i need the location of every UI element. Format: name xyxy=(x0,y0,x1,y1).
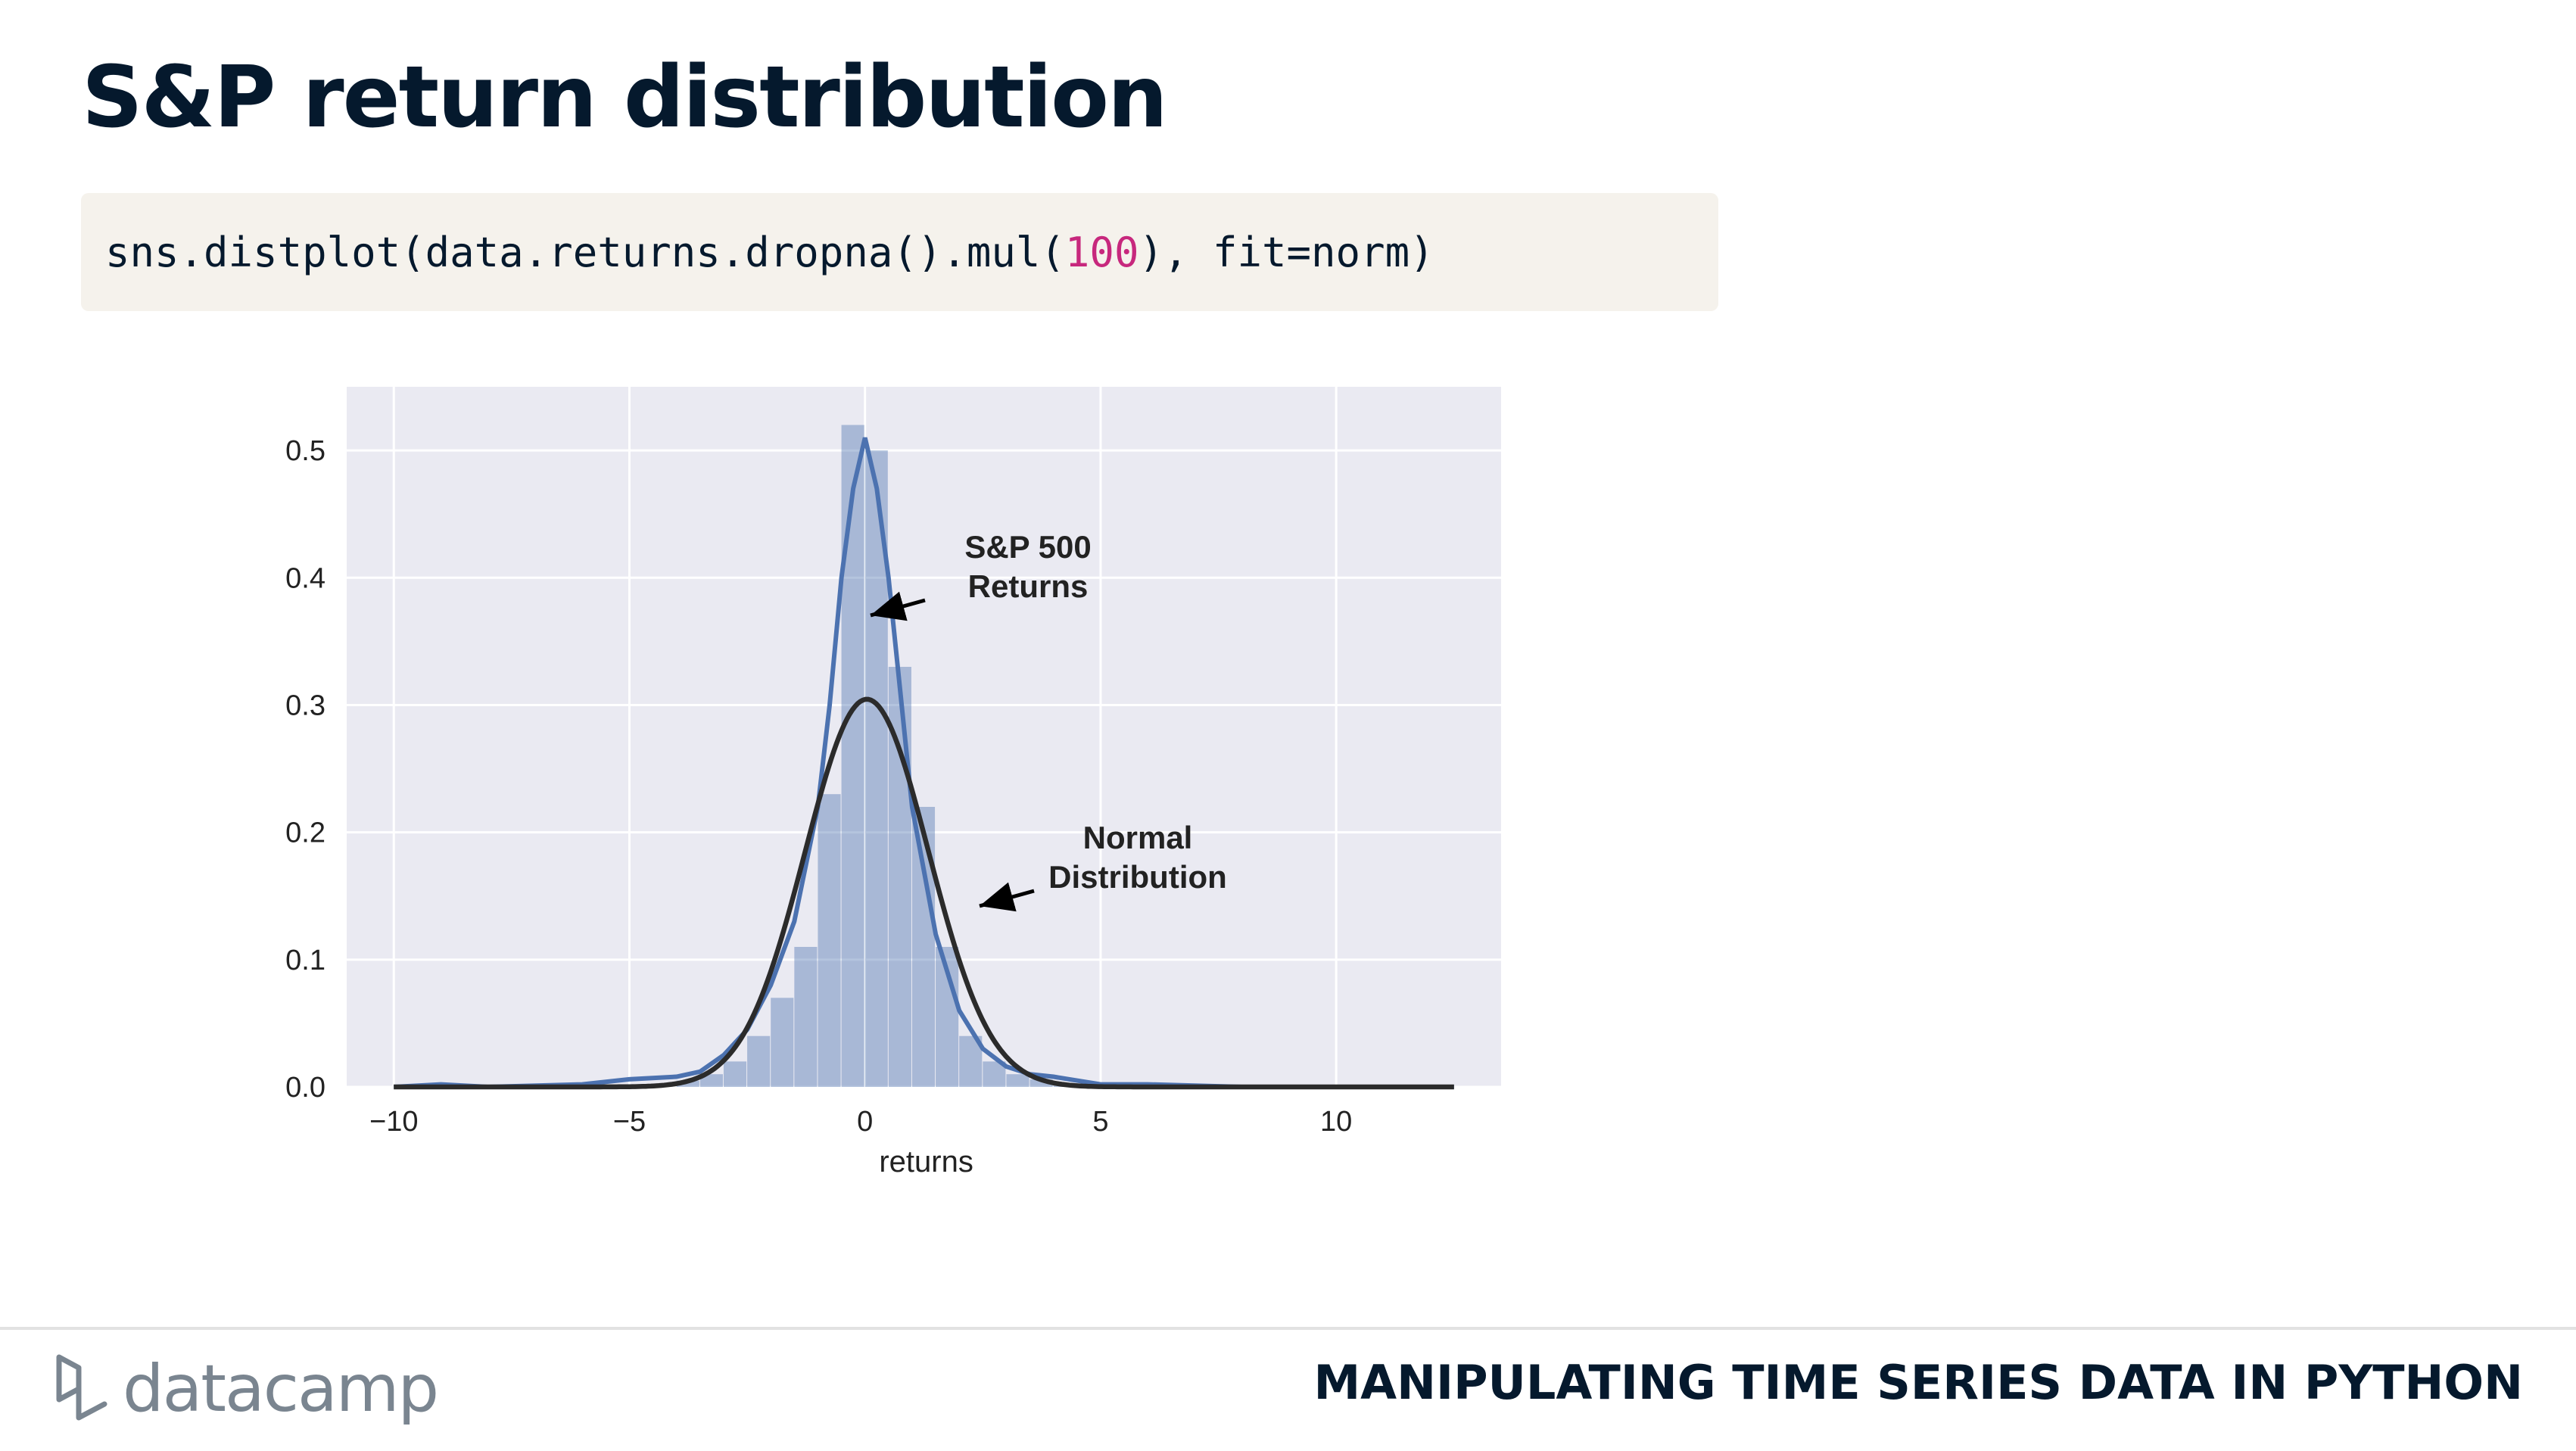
histogram-bar xyxy=(699,1074,723,1087)
axis-ticks: −10 −5 0 5 10 0.0 0.1 0.2 0.3 0.4 0.5 xyxy=(285,435,1352,1138)
histogram-bar xyxy=(771,998,794,1087)
histogram-bar xyxy=(1053,1082,1076,1087)
histogram-bar xyxy=(911,807,936,1087)
y-tick-label: 0.0 xyxy=(285,1072,326,1104)
x-tick-label: 0 xyxy=(857,1106,873,1138)
x-tick-label: 10 xyxy=(1320,1106,1352,1138)
histogram-bars xyxy=(676,425,1076,1087)
kde-curve xyxy=(394,437,1454,1090)
histogram-bar xyxy=(723,1061,747,1087)
y-tick-label: 0.3 xyxy=(285,690,326,721)
y-tick-label: 0.4 xyxy=(285,562,326,594)
annotation-sp500-arrow xyxy=(870,591,926,621)
histogram-bar xyxy=(841,425,864,1087)
annotation-sp500-line1: S&P 500 xyxy=(964,529,1091,565)
histogram-bar xyxy=(1006,1074,1029,1087)
datacamp-logo-icon xyxy=(56,1354,107,1421)
histogram-bar xyxy=(676,1080,699,1087)
histogram-bar xyxy=(747,1035,771,1087)
grid-lines xyxy=(347,387,1501,1088)
plot-area xyxy=(347,387,1501,1087)
y-tick-label: 0.1 xyxy=(285,945,326,976)
annotation-sp500-line2: Returns xyxy=(968,568,1089,604)
x-tick-label: −10 xyxy=(369,1106,418,1138)
slide-title: S&P return distribution xyxy=(82,48,1168,147)
annotation-sp500: S&P 500 Returns xyxy=(870,529,1092,621)
histogram-bar xyxy=(959,1035,983,1087)
histogram-bar xyxy=(864,450,888,1087)
annotation-normal-line2: Distribution xyxy=(1048,859,1227,895)
y-tick-label: 0.5 xyxy=(285,435,326,467)
x-tick-label: 5 xyxy=(1092,1106,1108,1138)
y-tick-label: 0.2 xyxy=(285,817,326,849)
annotation-normal-line1: Normal xyxy=(1083,820,1193,855)
histogram-bar xyxy=(794,947,818,1087)
course-title: MANIPULATING TIME SERIES DATA IN PYTHON xyxy=(1313,1355,2523,1410)
datacamp-logo: datacamp xyxy=(53,1347,439,1431)
code-block: sns.distplot(data.returns.dropna().mul(1… xyxy=(81,193,1718,311)
code-prefix: sns.distplot(data.returns.dropna().mul( xyxy=(105,228,1065,276)
footer-divider xyxy=(0,1327,2576,1330)
annotation-normal-arrow xyxy=(979,882,1035,912)
annotation-normal: Normal Distribution xyxy=(979,820,1227,912)
normal-fit-curve xyxy=(394,696,1454,1090)
histogram-bar xyxy=(936,947,959,1087)
logo-text: datacamp xyxy=(123,1351,439,1427)
code-suffix: ), fit=norm) xyxy=(1138,228,1434,276)
histogram-bar xyxy=(1029,1079,1053,1087)
x-tick-label: −5 xyxy=(613,1106,646,1138)
x-axis-label: returns xyxy=(879,1145,973,1179)
histogram-bar xyxy=(983,1061,1006,1087)
histogram-bar xyxy=(818,794,841,1087)
code-number: 100 xyxy=(1064,228,1139,276)
histogram-bar xyxy=(888,667,911,1087)
